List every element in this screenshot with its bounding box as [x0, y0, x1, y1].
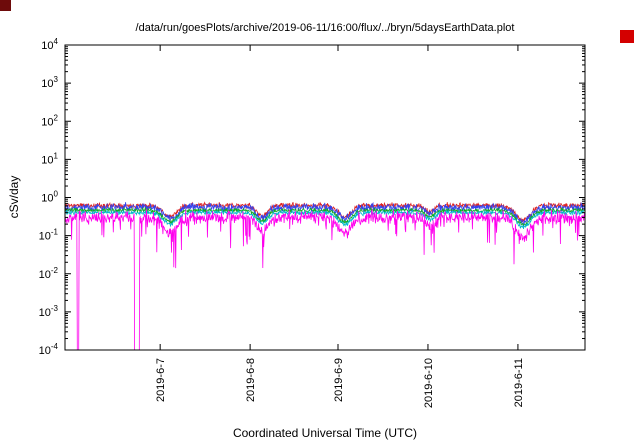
- series-green: [64, 206, 586, 226]
- top-left-marker: [0, 0, 11, 11]
- y-tick-label: 102: [41, 113, 58, 128]
- y-tick-label: 10-2: [39, 266, 59, 281]
- y-tick-label: 10-1: [39, 228, 59, 243]
- x-tick-label: 2019-6-9: [333, 358, 345, 402]
- y-tick-label: 10-3: [39, 304, 59, 319]
- plot-title: /data/run/goesPlots/archive/2019-06-11/1…: [135, 22, 515, 34]
- y-tick-label: 10-4: [39, 342, 59, 357]
- series-blue: [64, 201, 586, 227]
- top-right-marker: [620, 30, 634, 43]
- series-cyan: [64, 209, 586, 229]
- x-tick-label: 2019-6-8: [245, 358, 257, 402]
- x-tick-label: 2019-6-7: [155, 358, 167, 402]
- x-axis-label: Coordinated Universal Time (UTC): [232, 426, 418, 440]
- x-tick-label: 2019-6-10: [423, 358, 435, 408]
- y-axis-label: cSv/day: [7, 175, 21, 219]
- y-tick-label: 100: [41, 190, 58, 205]
- series-magenta: [64, 209, 586, 351]
- y-tick-label: 101: [41, 151, 58, 166]
- x-tick-label: 2019-6-11: [513, 358, 525, 407]
- y-tick-label: 103: [41, 75, 58, 90]
- y-tick-label: 104: [41, 37, 58, 52]
